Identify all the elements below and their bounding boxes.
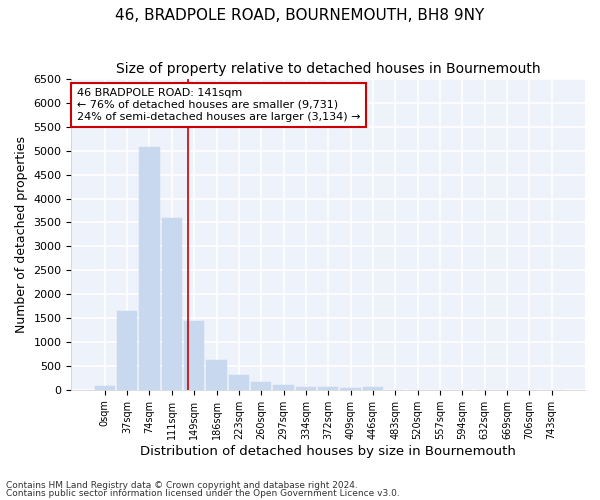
Text: 46 BRADPOLE ROAD: 141sqm
← 76% of detached houses are smaller (9,731)
24% of sem: 46 BRADPOLE ROAD: 141sqm ← 76% of detach… — [77, 88, 360, 122]
Bar — [363, 387, 383, 390]
Bar — [251, 382, 271, 390]
Bar — [229, 375, 249, 390]
Y-axis label: Number of detached properties: Number of detached properties — [15, 136, 28, 333]
Bar — [340, 388, 361, 390]
Title: Size of property relative to detached houses in Bournemouth: Size of property relative to detached ho… — [116, 62, 541, 76]
Bar — [318, 388, 338, 390]
Text: Contains public sector information licensed under the Open Government Licence v3: Contains public sector information licen… — [6, 489, 400, 498]
Bar — [206, 360, 227, 390]
Text: Contains HM Land Registry data © Crown copyright and database right 2024.: Contains HM Land Registry data © Crown c… — [6, 480, 358, 490]
Bar — [274, 385, 293, 390]
Bar — [184, 322, 204, 390]
Bar — [139, 147, 160, 390]
Bar — [162, 218, 182, 390]
Bar — [296, 386, 316, 390]
Bar — [117, 311, 137, 390]
Text: 46, BRADPOLE ROAD, BOURNEMOUTH, BH8 9NY: 46, BRADPOLE ROAD, BOURNEMOUTH, BH8 9NY — [115, 8, 485, 22]
X-axis label: Distribution of detached houses by size in Bournemouth: Distribution of detached houses by size … — [140, 444, 516, 458]
Bar — [95, 386, 115, 390]
